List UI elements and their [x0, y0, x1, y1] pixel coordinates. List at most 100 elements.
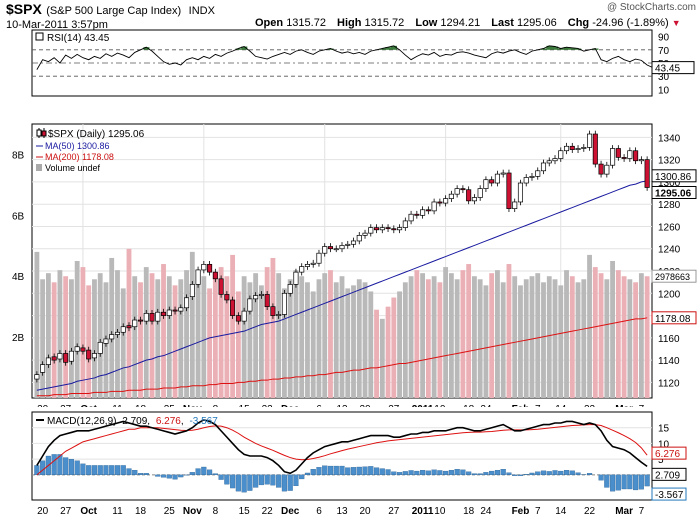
macd-x-label-11: 6: [316, 506, 322, 517]
volume-bar: [109, 257, 115, 398]
signal-line: [36, 424, 648, 476]
macd-legend-text: MACD(12,26,9) 2.709, 6.276, -3.567: [47, 416, 218, 427]
candle-body: [350, 240, 357, 245]
macd-hist-bar: [420, 469, 426, 476]
candle-body: [201, 263, 207, 271]
rsi-last-flag: 43.45: [651, 61, 695, 75]
volume-bar: [466, 264, 472, 398]
volume-bar: [74, 261, 80, 398]
macd-x-label-17: 18: [463, 506, 475, 517]
candle-body: [45, 357, 51, 365]
candle-body: [592, 133, 598, 165]
volume-bar: [621, 276, 627, 398]
macd-hist-bar: [120, 465, 126, 476]
candle-body: [506, 172, 512, 210]
candle-body: [74, 346, 80, 352]
price-tick-1240: 1240: [658, 245, 681, 256]
macd-hist-bar: [155, 474, 161, 477]
candle-body: [483, 179, 489, 189]
macd-hist-bar: [109, 465, 115, 476]
symbol-title: $SPX (S&P 500 Large Cap Index) INDX: [6, 1, 215, 19]
candle-body: [143, 312, 149, 322]
volume-bar: [443, 267, 449, 398]
volume-bar: [477, 279, 483, 398]
candle-body: [230, 299, 236, 316]
macd-x-label-2: Oct: [80, 506, 97, 517]
macd-hist-bar: [494, 469, 501, 476]
macd-hist-bar: [350, 467, 357, 476]
price-x-label-19: Feb: [512, 404, 530, 407]
macd-hist-bar: [569, 470, 575, 476]
volume-bar: [569, 276, 575, 398]
macd-flag-box-2: [651, 487, 687, 501]
volume-bar: [57, 270, 63, 398]
candle-body: [621, 157, 627, 159]
candle-body: [34, 374, 40, 380]
candle-body: [80, 347, 86, 352]
moving-average-lines: [36, 180, 648, 397]
macd-hist-bar: [471, 473, 477, 476]
macd-hist-bar: [546, 471, 552, 476]
volume-bar: [235, 291, 241, 398]
candle-body: [40, 364, 46, 373]
candle-body: [316, 252, 322, 264]
macd-hist-bar: [379, 468, 385, 476]
volume-bar: [34, 251, 40, 398]
rsi-overbought-fill: [540, 48, 547, 50]
macd-x-label-0: 20: [37, 506, 49, 517]
volume-bar: [391, 297, 397, 398]
macd-hist-bar: [310, 469, 316, 476]
volume-bar: [552, 279, 558, 398]
candle-legend-icon: [36, 128, 47, 138]
macd-frame: [31, 411, 653, 501]
candle-body: [172, 309, 178, 312]
volume-bar: [587, 254, 592, 398]
macd-hist-bar: [385, 469, 391, 476]
candle-body: [425, 209, 431, 212]
volume-bar: [166, 276, 172, 398]
macd-x-label-16: 10: [434, 506, 446, 517]
macd-hist-bar: [506, 472, 512, 476]
macd-hist-bar: [356, 466, 362, 476]
price-x-label-16: 10: [434, 404, 446, 407]
volume-bar: [241, 276, 247, 398]
volume-bar: [633, 282, 639, 398]
volume-bar: [178, 279, 184, 398]
price-x-label-12: 13: [336, 404, 348, 407]
volume-flag-box: [651, 269, 697, 283]
candle-body: [575, 148, 581, 150]
rsi-overbought-fill: [235, 48, 242, 50]
quote-summary: Open 1315.72 High 1315.72 Low 1294.21 La…: [255, 17, 681, 29]
macd-hist-bar: [281, 474, 287, 492]
macd-hist-bar: [368, 466, 374, 476]
macd-legend-sep2: ,: [181, 416, 184, 427]
macd-x-label-5: 25: [164, 506, 176, 517]
price-x-label-17: 18: [463, 404, 475, 407]
candle-body: [598, 163, 604, 175]
price-flag-box-1: [651, 185, 697, 199]
price-flag-text-0: 1300.86: [655, 172, 692, 183]
volume-tick-8B: 8B: [12, 150, 25, 161]
volume-bar: [155, 279, 161, 398]
candle-body: [258, 294, 264, 296]
candle-body: [356, 235, 362, 242]
macd-hist-bar: [57, 454, 63, 476]
volume-bar: [535, 273, 541, 398]
macd-hist-bar: [247, 474, 253, 491]
volume-bar: [558, 285, 564, 398]
candle-body: [460, 188, 466, 191]
volume-bar: [51, 282, 57, 398]
macd-hist-bar: [212, 473, 218, 476]
price-value-flags: 1300.86 1295.06 1178.08 2978663: [651, 169, 697, 325]
macd-x-label-19: Feb: [512, 506, 530, 517]
macd-flag-text-1: 2.709: [655, 470, 680, 481]
price-x-label-4: 18: [135, 404, 147, 407]
macd-hist-bar: [540, 470, 547, 476]
rsi-tick-30: 30: [658, 72, 670, 83]
macd-hist-bar: [604, 474, 610, 488]
macd-hist-bar: [80, 463, 86, 476]
macd-flag-box-1: [651, 467, 687, 481]
candle-body: [540, 162, 547, 172]
